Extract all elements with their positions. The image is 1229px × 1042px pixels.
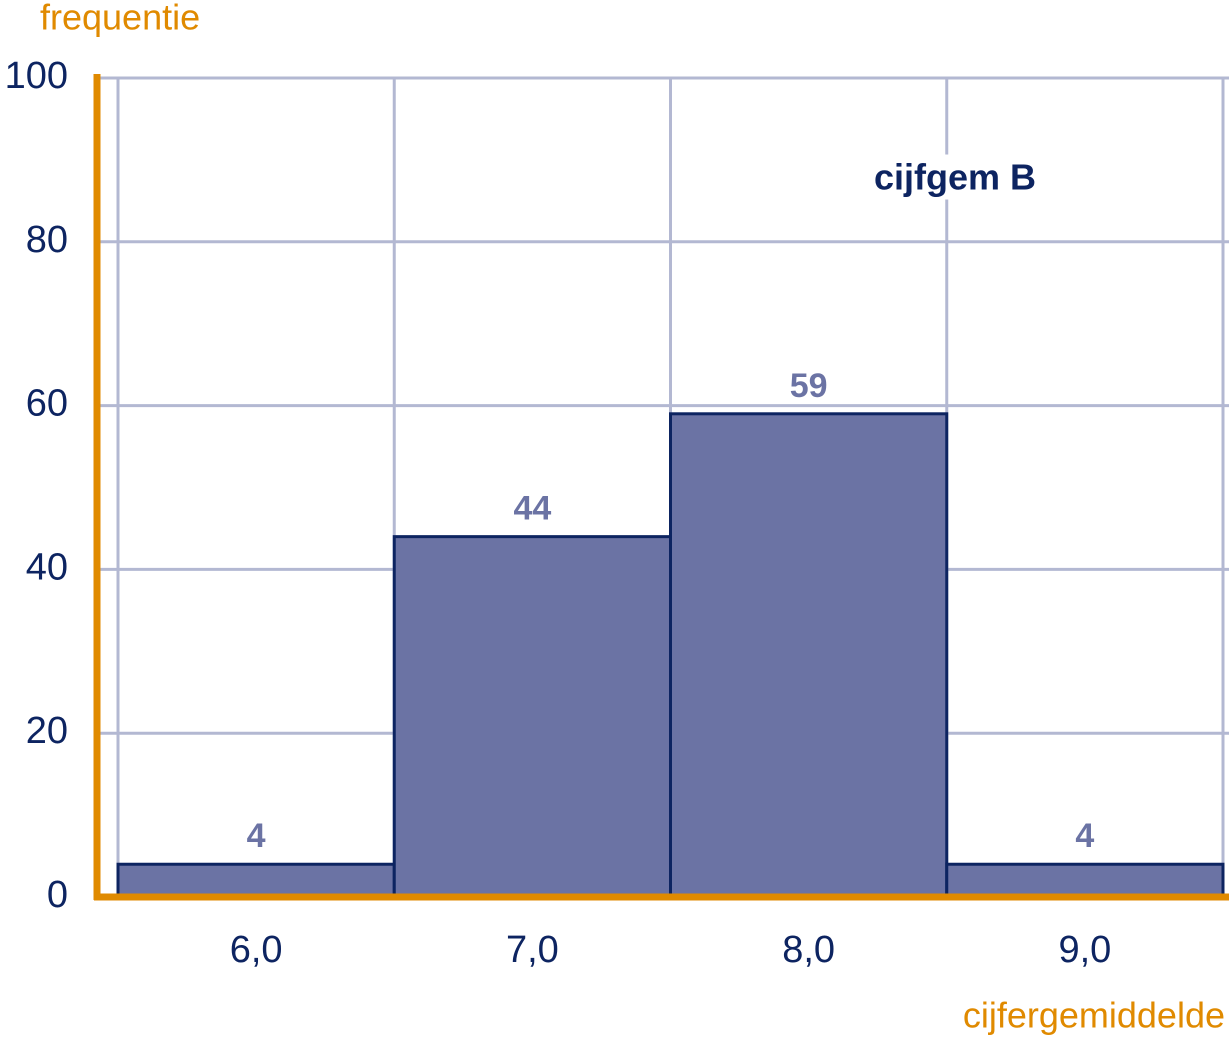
y-tick-label: 80 (26, 219, 68, 261)
y-axis-label: frequentie (40, 0, 200, 38)
bar (116, 862, 396, 899)
x-tick-label: 6,0 (230, 929, 283, 971)
x-tick-label: 9,0 (1058, 929, 1111, 971)
bar (392, 535, 672, 899)
value-label: 4 (247, 817, 266, 855)
y-tick-label: 0 (47, 874, 68, 916)
y-tick-label: 20 (26, 710, 68, 752)
value-label: 59 (790, 367, 828, 405)
y-tick-label: 40 (26, 546, 68, 588)
annotation: cijfgem B (874, 157, 1036, 198)
y-tick-label: 60 (26, 383, 68, 425)
bar (669, 412, 949, 899)
x-axis-label: cijfergemiddelde (963, 995, 1225, 1036)
y-tick-label: 100 (5, 55, 68, 97)
value-label: 4 (1075, 817, 1094, 855)
value-label: 44 (513, 490, 551, 528)
bar (945, 862, 1225, 899)
annotation-background (869, 154, 1041, 200)
x-tick-label: 8,0 (782, 929, 835, 971)
x-tick-label: 7,0 (506, 929, 559, 971)
